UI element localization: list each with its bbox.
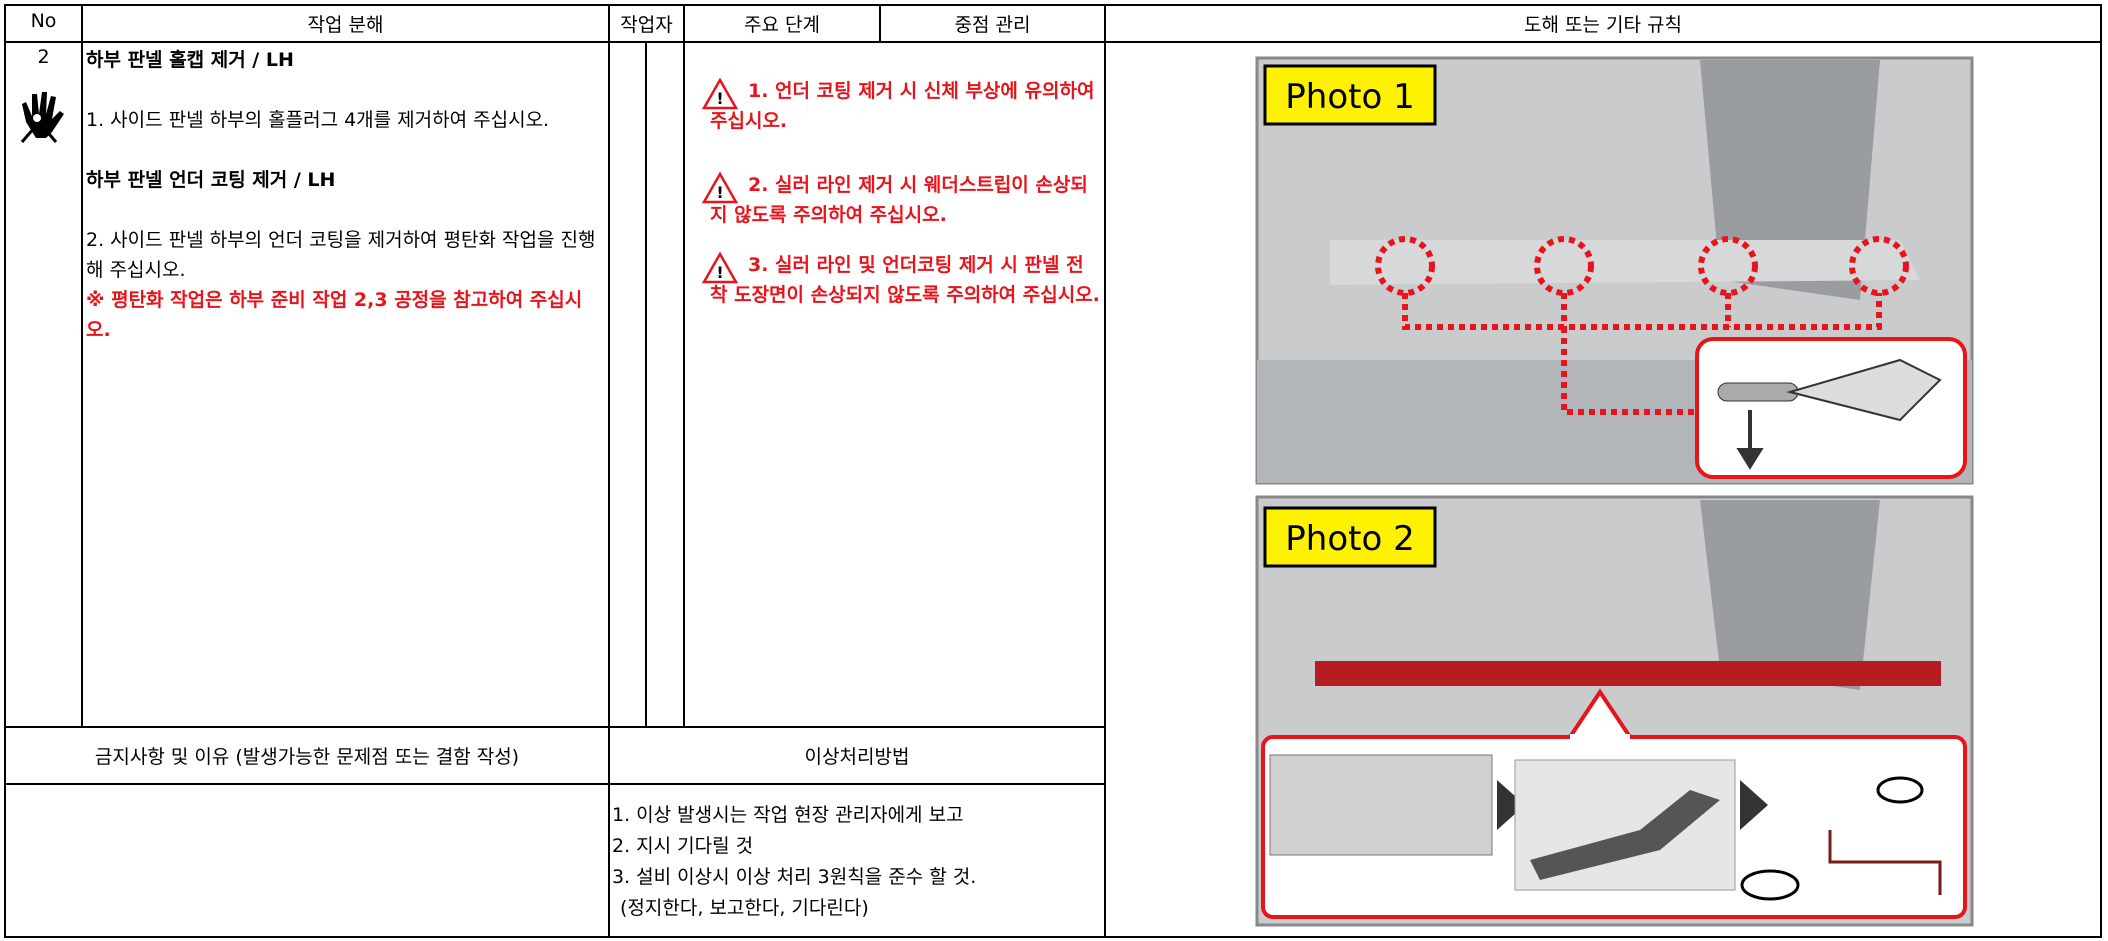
header-cell: 중점 관리 (954, 14, 1031, 36)
header-cell: 작업자 (620, 14, 673, 36)
header-cell: 주요 단계 (744, 14, 820, 36)
task-steps: 하부 판넬 홀캡 제거 / LH 1. 사이드 판넬 하부의 홀플러그 4개를 제… (86, 45, 606, 375)
task-line: 하부 판넬 홀캡 제거 / LH (86, 49, 294, 71)
header-cell: 작업 분해 (307, 14, 384, 36)
photo-2 (1255, 495, 1974, 927)
svg-text:!: ! (716, 263, 723, 282)
photo-1 (1255, 56, 1974, 485)
header-cell: No (30, 10, 57, 32)
svg-text:!: ! (716, 89, 723, 108)
photo-label: Photo 1 (1285, 77, 1414, 117)
task-line: 하부 판넬 언더 코팅 제거 / LH (86, 169, 336, 191)
footer-header: 이상처리방법 (804, 746, 910, 768)
task-line: 1. 사이드 판넬 하부의 홀플러그 4개를 제거하여 주십시오. (86, 109, 550, 131)
abnormal-steps: 1. 이상 발생시는 작업 현장 관리자에게 보고 2. 지시 기다릴 것 3. 설… (612, 800, 1102, 924)
glove-icon (20, 92, 64, 143)
photo-label: Photo 2 (1285, 519, 1414, 559)
key-point: 3. 실러 라인 및 언더코팅 제거 시 판넬 전착 도장면이 손상되지 않도록… (710, 254, 1100, 306)
abnormal-step: 2. 지시 기다릴 것 (612, 835, 754, 857)
warning-icons (701, 77, 739, 284)
footer-header: 금지사항 및 이유 (발생가능한 문제점 또는 결함 작성) (94, 746, 520, 768)
abnormal-step: (정지한다, 보고한다, 기다린다) (620, 897, 869, 919)
header-cell: 도해 또는 기타 규칙 (1524, 14, 1682, 36)
task-line: ※ 평탄화 작업은 하부 준비 작업 2,3 공정을 참고하여 주십시오. (86, 289, 583, 341)
key-point: 2. 실러 라인 제거 시 웨더스트립이 손상되지 않도록 주의하여 주십시오. (710, 174, 1088, 226)
abnormal-step: 1. 이상 발생시는 작업 현장 관리자에게 보고 (612, 804, 964, 826)
task-line: 2. 사이드 판넬 하부의 언더 코팅을 제거하여 평탄화 작업을 진행해 주십… (86, 229, 596, 281)
row-number: 2 (37, 46, 50, 68)
abnormal-step: 3. 설비 이상시 이상 처리 3원칙을 준수 할 것. (612, 866, 977, 888)
key-point: 1. 언더 코팅 제거 시 신체 부상에 유의하여 주십시오. (710, 80, 1095, 132)
svg-text:!: ! (716, 183, 723, 202)
